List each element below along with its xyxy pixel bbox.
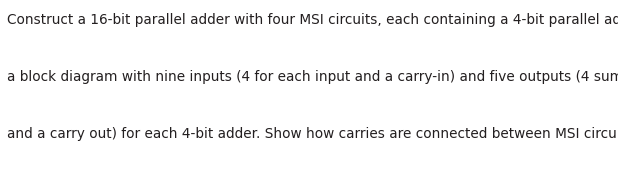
Text: a block diagram with nine inputs (4 for each input and a carry-in) and five outp: a block diagram with nine inputs (4 for … — [7, 70, 618, 84]
Text: and a carry out) for each 4-bit adder. Show how carries are connected between MS: and a carry out) for each 4-bit adder. S… — [7, 127, 618, 141]
Text: Construct a 16-bit parallel adder with four MSI circuits, each containing a 4-bi: Construct a 16-bit parallel adder with f… — [7, 13, 618, 27]
